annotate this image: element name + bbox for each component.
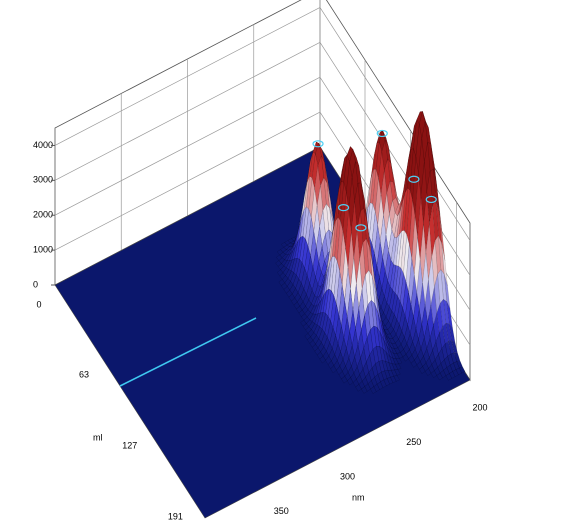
- surface-patch: [410, 359, 418, 368]
- surface-patch: [330, 365, 337, 374]
- y-axis-label: ml: [93, 432, 103, 442]
- y-tick-label: 191: [168, 511, 183, 521]
- surface-patch: [436, 372, 443, 381]
- surface-patch: [419, 366, 426, 374]
- x-axis-label: nm: [352, 492, 365, 502]
- z-tick-label: 2000: [33, 210, 53, 220]
- y-tick-label: 127: [122, 440, 137, 450]
- surface-patch: [347, 377, 354, 386]
- z-tick-label: 0: [33, 279, 38, 289]
- y-tick-label: 63: [79, 369, 89, 379]
- peak: [337, 204, 350, 212]
- peak: [408, 175, 420, 183]
- peak: [376, 129, 388, 138]
- trace-line: [119, 317, 257, 387]
- surface: [54, 111, 471, 519]
- x-tick-label: 250: [406, 437, 421, 447]
- surface-patch: [319, 355, 326, 364]
- z-tick-label: 4000: [33, 140, 53, 150]
- surface-patch: [402, 353, 409, 362]
- peak: [355, 224, 367, 232]
- labels: 0 1000 2000 3000 4000 0 63 127 191 200 250 300 350: [33, 140, 488, 521]
- y-tick-label: 0: [36, 299, 41, 309]
- surface-patch: [341, 375, 348, 384]
- surface-patch: [361, 386, 368, 394]
- surface-patch: [370, 386, 377, 394]
- x-tick-label: 300: [340, 471, 355, 481]
- z-tick-label: 1000: [33, 244, 53, 254]
- peak: [425, 195, 437, 204]
- peak: [312, 140, 324, 148]
- z-tick-label: 3000: [33, 175, 53, 185]
- surface-patch: [425, 368, 432, 376]
- surface-patch: [430, 370, 437, 378]
- x-tick-label: 350: [274, 506, 289, 516]
- surface-patch: [445, 373, 452, 381]
- surface-patch: [355, 384, 362, 392]
- x-tick-label: 200: [472, 402, 487, 412]
